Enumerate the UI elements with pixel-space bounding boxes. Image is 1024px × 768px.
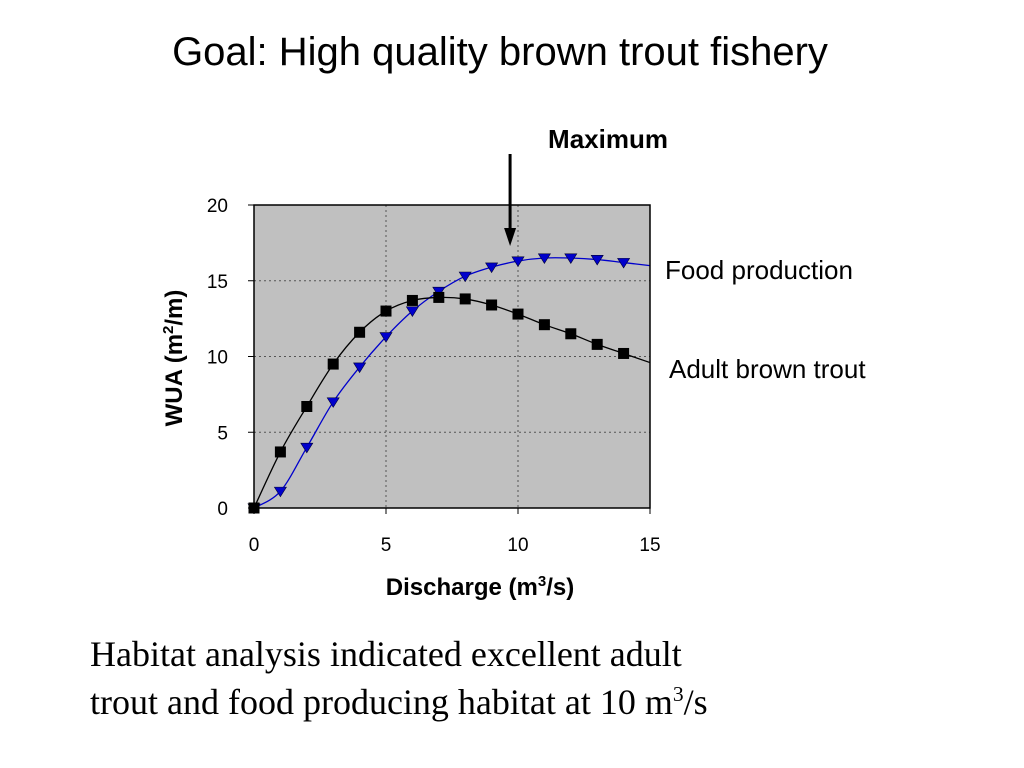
x-axis-ticks: 0 5 10 15 [249, 508, 661, 556]
x-tick-label: 10 [507, 535, 528, 556]
series-adult-brown-trout [248, 291, 651, 514]
data-point-square [591, 338, 603, 350]
data-point-square [512, 308, 524, 320]
data-point-triangle [564, 253, 578, 264]
data-point-triangle [485, 262, 499, 274]
data-point-square [380, 305, 392, 317]
legend-label-food-production: Food production [665, 255, 853, 285]
data-point-square [301, 400, 313, 412]
data-point-square [486, 299, 498, 311]
data-point-square [565, 328, 577, 340]
data-point-triangle [590, 255, 604, 266]
series-line [253, 257, 651, 509]
data-point-square [538, 319, 550, 331]
data-point-square [354, 326, 366, 338]
caption: Habitat analysis indicated excellent adu… [90, 630, 990, 726]
y-tick-label: 10 [207, 348, 228, 369]
x-tick-label: 15 [639, 535, 660, 556]
data-point-square [274, 446, 286, 458]
x-tick-label: 0 [249, 535, 260, 556]
data-point-square [459, 293, 471, 305]
data-point-triangle [353, 362, 367, 374]
y-tick-label: 0 [217, 499, 228, 520]
slide-title: Goal: High quality brown trout fishery [172, 30, 828, 74]
caption-line-1: Habitat analysis indicated excellent adu… [90, 634, 682, 674]
maximum-arrow-head [504, 228, 517, 246]
series-layer [247, 253, 651, 514]
data-point-triangle [537, 253, 551, 264]
wua-chart: 0 5 10 15 0 5 10 15 20 Discharge (m3/s) WUA (m2… [160, 124, 866, 601]
y-tick-label: 20 [207, 196, 228, 217]
x-axis-label: Discharge (m3/s) [386, 573, 574, 601]
x-tick-label: 5 [381, 535, 392, 556]
caption-line-2: trout and food producing habitat at 10 m… [90, 682, 708, 722]
legend-label-adult-brown-trout: Adult brown trout [669, 354, 866, 384]
y-tick-label: 5 [217, 423, 228, 444]
data-point-triangle [326, 397, 340, 408]
data-point-triangle [617, 258, 631, 269]
maximum-annotation: Maximum [504, 124, 668, 246]
series-line [253, 296, 651, 509]
plot-area [247, 204, 651, 514]
data-point-triangle [379, 332, 393, 343]
y-axis-ticks: 0 5 10 15 20 [207, 196, 254, 520]
data-point-square [406, 294, 418, 306]
y-axis-label: WUA (m2/m) [160, 290, 188, 427]
data-point-square [433, 291, 445, 303]
maximum-label: Maximum [548, 124, 668, 154]
data-point-square [327, 358, 339, 370]
gridlines [254, 205, 650, 508]
data-point-triangle [511, 256, 525, 268]
data-point-triangle [405, 306, 419, 318]
data-point-triangle [300, 442, 314, 454]
y-tick-label: 15 [207, 272, 228, 293]
data-point-triangle [273, 486, 287, 498]
data-point-triangle [458, 271, 472, 283]
data-point-square [618, 347, 630, 359]
